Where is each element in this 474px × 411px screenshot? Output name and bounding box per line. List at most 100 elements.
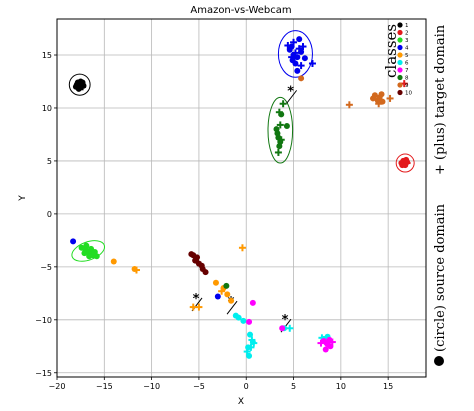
target-point: [275, 108, 283, 116]
cluster-ellipse: [395, 153, 415, 173]
target-point: [345, 101, 353, 109]
target-point: [250, 339, 258, 347]
legend-item: 5: [397, 52, 409, 59]
x-tick-label: 5: [291, 382, 296, 391]
x-tick-label: −20: [49, 382, 66, 391]
y-tick-label: 5: [47, 157, 52, 166]
cluster-ellipse: [267, 96, 294, 164]
legend-title: classes: [382, 24, 400, 78]
legend-marker: [397, 29, 403, 36]
target-point: [132, 266, 140, 274]
annotation-star: *: [287, 84, 294, 99]
source-point: [274, 130, 281, 137]
cluster-ellipse: [277, 30, 313, 78]
target-point: [276, 121, 284, 129]
source-domain-label: (circle) source domain: [433, 203, 448, 366]
source-point: [294, 67, 301, 74]
y-tick-label: 15: [42, 51, 52, 60]
source-point: [240, 317, 247, 324]
legend-items: 1 23 45 67 89 10: [397, 22, 412, 97]
source-point: [246, 318, 253, 325]
target-point: [89, 250, 97, 258]
circle-marker-icon: [434, 356, 444, 366]
grid-lines: [56, 19, 426, 377]
legend-label: 4: [405, 46, 409, 52]
source-point: [296, 36, 303, 43]
y-tick-label: 10: [42, 104, 52, 113]
legend-label: 2: [405, 31, 409, 37]
source-point: [301, 55, 308, 62]
legend: classes 1 23 45 67 89 10: [382, 22, 412, 97]
target-point: [194, 259, 202, 267]
x-tick-label: −15: [96, 382, 113, 391]
source-point: [276, 143, 283, 150]
source-point: [214, 293, 221, 300]
target-point: [317, 339, 325, 347]
target-point: [243, 348, 251, 356]
legend-label: 3: [405, 38, 409, 44]
plot-frame: [56, 18, 427, 378]
source-point: [378, 91, 385, 98]
source-point: [110, 258, 117, 265]
legend-item: 3: [397, 37, 409, 44]
y-tick-label: −15: [35, 369, 52, 378]
legend-item: 2: [397, 29, 409, 37]
source-point: [279, 325, 286, 332]
source-point: [232, 312, 239, 319]
target-point: [79, 83, 87, 91]
target-point: [328, 338, 336, 346]
source-point: [223, 282, 230, 289]
axis-ticks: −20 −15 −10 −5 0 5 10 15 −15 −10 −5 0 5 10 15: [35, 51, 393, 391]
legend-item: 8: [397, 74, 409, 82]
target-point: [195, 303, 203, 311]
legend-label: 10: [405, 91, 412, 97]
chart-title: Amazon-vs-Webcam: [190, 5, 291, 16]
source-point: [298, 75, 305, 82]
legend-item: 9: [397, 82, 409, 89]
source-point: [70, 238, 77, 245]
legend-item: 1: [397, 22, 409, 29]
annotation-line: [226, 300, 238, 315]
target-point: [290, 38, 298, 46]
legend-marker: [397, 74, 403, 81]
source-point: [202, 269, 209, 276]
source-point: [83, 242, 90, 249]
x-tick-label: 10: [336, 382, 346, 391]
x-tick-label: 15: [383, 382, 393, 391]
target-point: [83, 247, 91, 255]
legend-marker: [397, 44, 403, 51]
legend-label: 5: [405, 53, 409, 59]
target-point: [308, 59, 316, 67]
target-point: [403, 159, 411, 167]
annotation-star: *: [282, 313, 289, 328]
annotation-line: [286, 90, 298, 104]
legend-label: 7: [405, 68, 409, 74]
y-tick-label: −5: [40, 263, 52, 272]
source-point: [323, 340, 330, 347]
target-point: [295, 45, 303, 53]
target-point: [277, 136, 285, 144]
legend-marker: [397, 37, 403, 43]
target-point: [291, 49, 299, 57]
source-point: [322, 346, 329, 353]
target-point: [375, 100, 383, 108]
y-tick-label: 0: [47, 210, 52, 219]
source-point: [224, 291, 231, 298]
target-point: [279, 100, 287, 108]
source-point: [247, 331, 254, 338]
legend-label: 8: [405, 76, 409, 82]
source-point: [283, 122, 290, 129]
source-point: [212, 279, 219, 286]
annotation-star: *: [193, 292, 200, 307]
target-point: [386, 94, 394, 102]
legend-marker: [397, 82, 403, 88]
legend-label: 6: [405, 61, 409, 67]
legend-item: 7: [397, 67, 409, 74]
legend-marker: [397, 67, 403, 73]
target-point: [288, 53, 296, 61]
source-point: [228, 297, 235, 304]
cluster-ellipses: [68, 30, 415, 262]
legend-marker: [397, 89, 403, 96]
target-point: [297, 62, 305, 70]
